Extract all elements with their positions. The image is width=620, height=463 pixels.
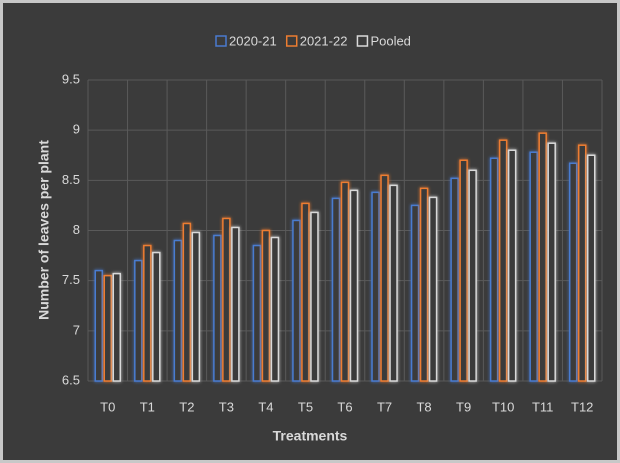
bar [103, 274, 113, 382]
x-tick-label: T8 [416, 399, 431, 414]
bar [428, 196, 438, 382]
legend-label: Pooled [370, 33, 410, 48]
x-tick-label: T7 [377, 399, 392, 414]
y-tick-label: 9 [73, 122, 80, 137]
x-tick-label: T11 [532, 399, 553, 414]
legend-swatch [356, 35, 369, 47]
y-tick-label: 7 [73, 322, 80, 337]
bar [547, 142, 556, 382]
x-tick-label: T9 [456, 399, 471, 414]
legend-swatch [215, 35, 227, 47]
bar [498, 139, 508, 382]
legend-swatch [285, 35, 298, 47]
bar [340, 181, 350, 382]
bar [586, 154, 596, 382]
y-tick-label: 8.5 [62, 172, 80, 187]
bar [310, 211, 319, 382]
x-tick-label: T2 [179, 399, 194, 414]
y-tick-label: 6.5 [62, 372, 80, 387]
bar [94, 269, 104, 382]
bar [371, 191, 380, 382]
y-axis-title: Number of leaves per plant [36, 140, 52, 320]
bar [261, 229, 271, 382]
x-tick-label: T5 [298, 399, 313, 414]
bar [450, 177, 459, 382]
bar [231, 226, 240, 382]
x-tick-label: T4 [258, 399, 273, 414]
y-tick-label: 9.5 [62, 71, 80, 86]
x-tick-label: T0 [100, 399, 115, 414]
bar [213, 234, 222, 382]
bar [459, 159, 468, 382]
bar [191, 231, 201, 382]
bar [112, 272, 122, 382]
y-tick-label: 8 [73, 222, 80, 237]
bar [538, 132, 547, 382]
bar [182, 222, 192, 382]
x-tick-label: T3 [219, 399, 234, 414]
bar [301, 202, 310, 382]
x-tick-label: T6 [337, 399, 352, 414]
bar [419, 187, 429, 382]
bar [143, 244, 152, 382]
bar [468, 169, 477, 382]
x-tick-label: T1 [140, 399, 155, 414]
x-axis-title: Treatments [273, 428, 348, 444]
bar [577, 144, 587, 382]
x-tick-label: T10 [492, 399, 514, 414]
legend-label: 2020-21 [229, 33, 277, 48]
bar [134, 259, 143, 382]
bar [349, 189, 359, 382]
bar [507, 149, 517, 382]
y-tick-label: 7.5 [62, 272, 80, 287]
bar [568, 162, 578, 382]
bar [152, 251, 161, 382]
bar [380, 174, 389, 382]
chart-area [3, 3, 617, 460]
bar [331, 197, 341, 382]
bar [410, 204, 420, 382]
legend-label: 2021-22 [300, 33, 348, 48]
x-tick-label: T12 [571, 399, 593, 414]
bar [529, 151, 538, 382]
bar [173, 239, 183, 382]
bar [222, 217, 231, 382]
bar [270, 236, 280, 382]
bar [252, 244, 262, 382]
bar [389, 184, 398, 382]
bar [489, 157, 499, 382]
bar [292, 219, 301, 382]
